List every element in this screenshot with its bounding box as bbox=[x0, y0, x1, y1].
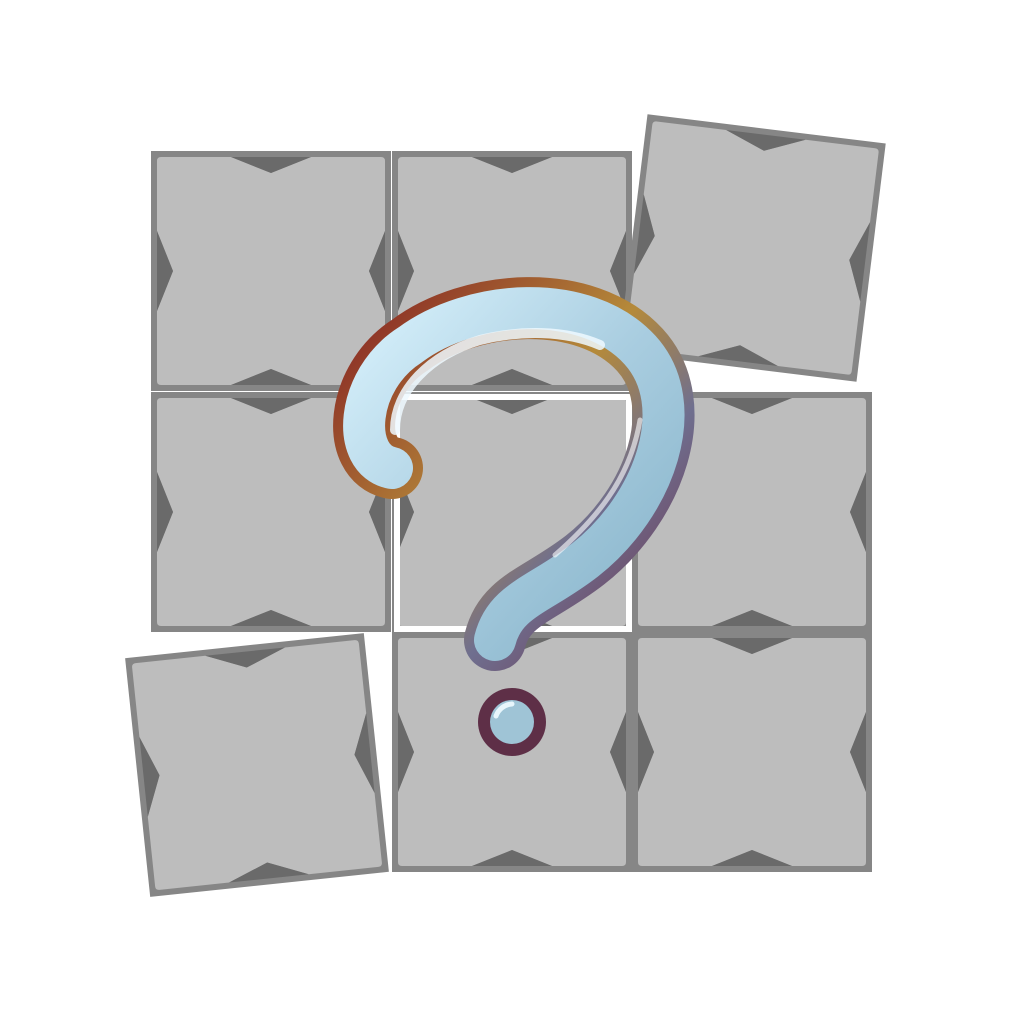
stone-tile-icon bbox=[151, 151, 391, 391]
question-mark-icon bbox=[333, 277, 695, 756]
stone-tile-icon bbox=[125, 633, 389, 897]
tile-r3c1 bbox=[125, 633, 389, 897]
tile-r1c1 bbox=[151, 151, 391, 391]
stone-tile-icon bbox=[632, 632, 872, 872]
tile-r3c3 bbox=[632, 632, 872, 872]
tiles-layer bbox=[125, 114, 886, 897]
